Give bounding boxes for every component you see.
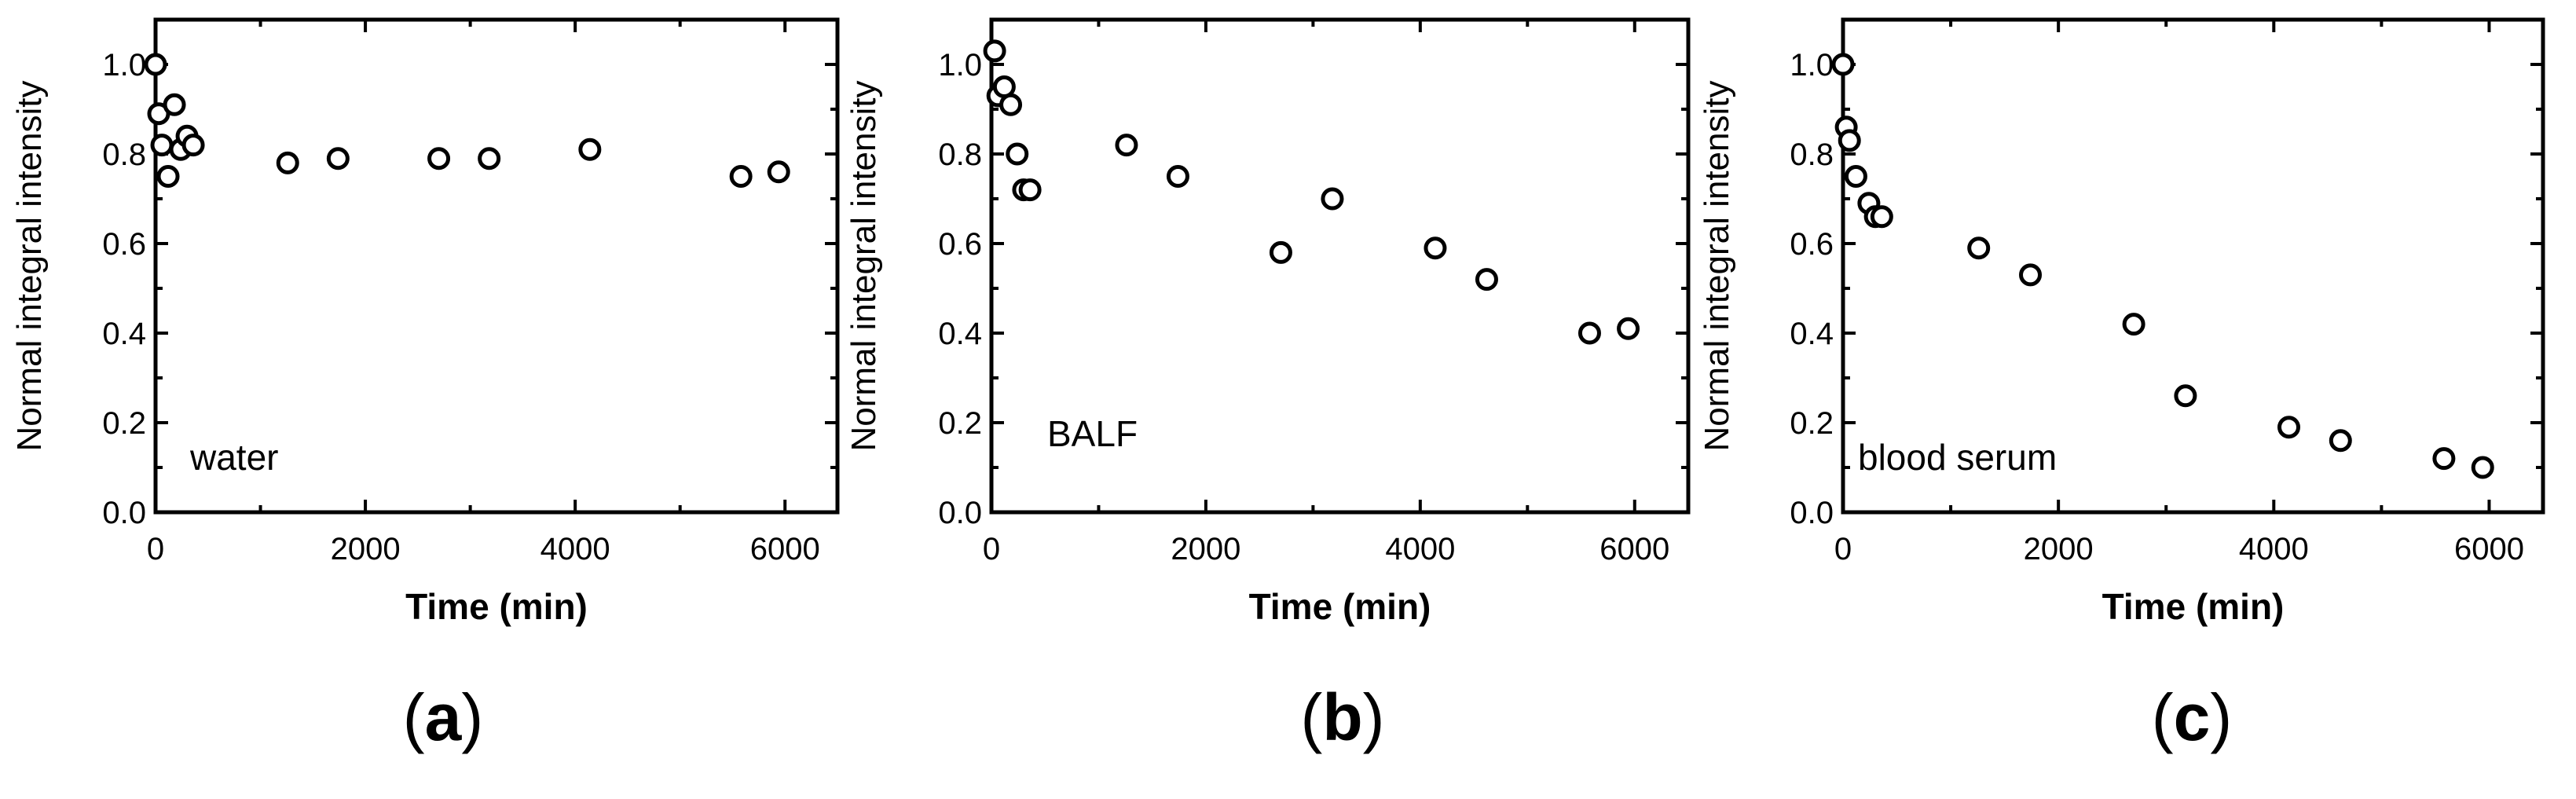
y-tick-label: 0.8 [938,137,982,172]
data-point [2277,416,2300,439]
x-tick-label: 4000 [2239,532,2309,566]
data-point [1831,53,1855,76]
data-point [1967,236,1991,260]
y-tick-label: 0.0 [1790,496,1834,530]
data-point [150,134,174,157]
data-point [1577,321,1601,345]
data-point [1018,178,1042,202]
data-point [983,39,1006,63]
data-point [767,160,790,184]
y-tick-label: 0.6 [1790,227,1834,262]
data-point [2174,384,2197,408]
data-point [1870,205,1893,229]
y-tick-label: 0.8 [1790,137,1834,172]
y-tick-label: 1.0 [1790,48,1834,82]
data-point [999,93,1023,116]
y-axis-label: Normal integral intensity [1698,81,1736,452]
data-point [1424,236,1447,260]
data-point [1844,165,1867,188]
panel-label-b: (b) [1300,680,1385,754]
data-point [1166,165,1189,188]
data-point [1269,240,1292,264]
x-tick-label: 0 [1834,532,1852,566]
x-tick-label: 4000 [540,532,610,566]
x-tick-label: 2000 [2024,532,2094,566]
y-tick-label: 0.0 [102,496,146,530]
x-tick-label: 4000 [1385,532,1455,566]
data-point [181,134,205,157]
x-axis-label: Time (min) [2102,586,2285,627]
x-tick-label: 0 [147,532,164,566]
y-tick-label: 0.4 [102,317,146,351]
y-tick-label: 0.6 [938,227,982,262]
panel-label-c: (c) [2151,680,2233,754]
y-tick-label: 0.8 [102,137,146,172]
data-point [2122,313,2145,336]
data-point [1617,317,1640,340]
x-tick-label: 6000 [1599,532,1669,566]
data-point [144,53,167,76]
y-tick-label: 0.2 [938,406,982,441]
y-tick-label: 0.6 [102,227,146,262]
x-tick-label: 6000 [2454,532,2524,566]
y-tick-label: 0.4 [938,317,982,351]
data-point [2019,263,2043,287]
data-point [427,147,451,170]
plot-frame [1841,17,2545,515]
series-annotation: water [189,437,278,478]
x-axis-label: Time (min) [405,586,588,627]
y-tick-label: 1.0 [102,48,146,82]
data-point [729,165,753,188]
data-point [1475,268,1498,291]
data-point [1838,129,1861,152]
y-tick-label: 0.0 [938,496,982,530]
panel-label-a: (a) [402,680,484,754]
x-axis-label: Time (min) [1249,586,1431,627]
y-tick-label: 0.4 [1790,317,1834,351]
x-tick-label: 2000 [331,532,401,566]
data-point [2329,429,2352,453]
data-point [2471,456,2494,479]
y-tick-label: 1.0 [938,48,982,82]
x-tick-label: 0 [983,532,1000,566]
data-point [163,93,186,116]
data-point [478,147,501,170]
plot-frame [153,17,840,515]
y-tick-label: 0.2 [1790,406,1834,441]
chart-panel-2: 0 2000 4000 6000 0.0 0.2 0.4 0.6 0.8 1.0 Time (min… [845,17,1691,627]
series-annotation: BALF [1047,413,1138,454]
data-point [1115,134,1138,157]
data-point [2432,447,2456,471]
y-axis-label: Normal integral intensity [845,81,883,452]
y-axis-label: Normal integral intensity [10,81,49,452]
y-tick-label: 0.2 [102,406,146,441]
data-point [156,165,180,188]
series-annotation: blood serum [1858,437,2057,478]
data-point [326,147,350,170]
data-point [1321,187,1344,211]
chart-panel-1: 0 2000 4000 6000 0.0 0.2 0.4 0.6 0.8 1.0 Time (min… [10,17,840,627]
data-point [578,137,602,161]
x-tick-label: 2000 [1171,532,1240,566]
chart-panel-3: 0 2000 4000 6000 0.0 0.2 0.4 0.6 0.8 1.0 Time (min… [1698,17,2545,627]
x-tick-label: 6000 [750,532,820,566]
data-point [1006,142,1029,166]
data-point [276,151,299,174]
plot-frame [989,17,1691,515]
